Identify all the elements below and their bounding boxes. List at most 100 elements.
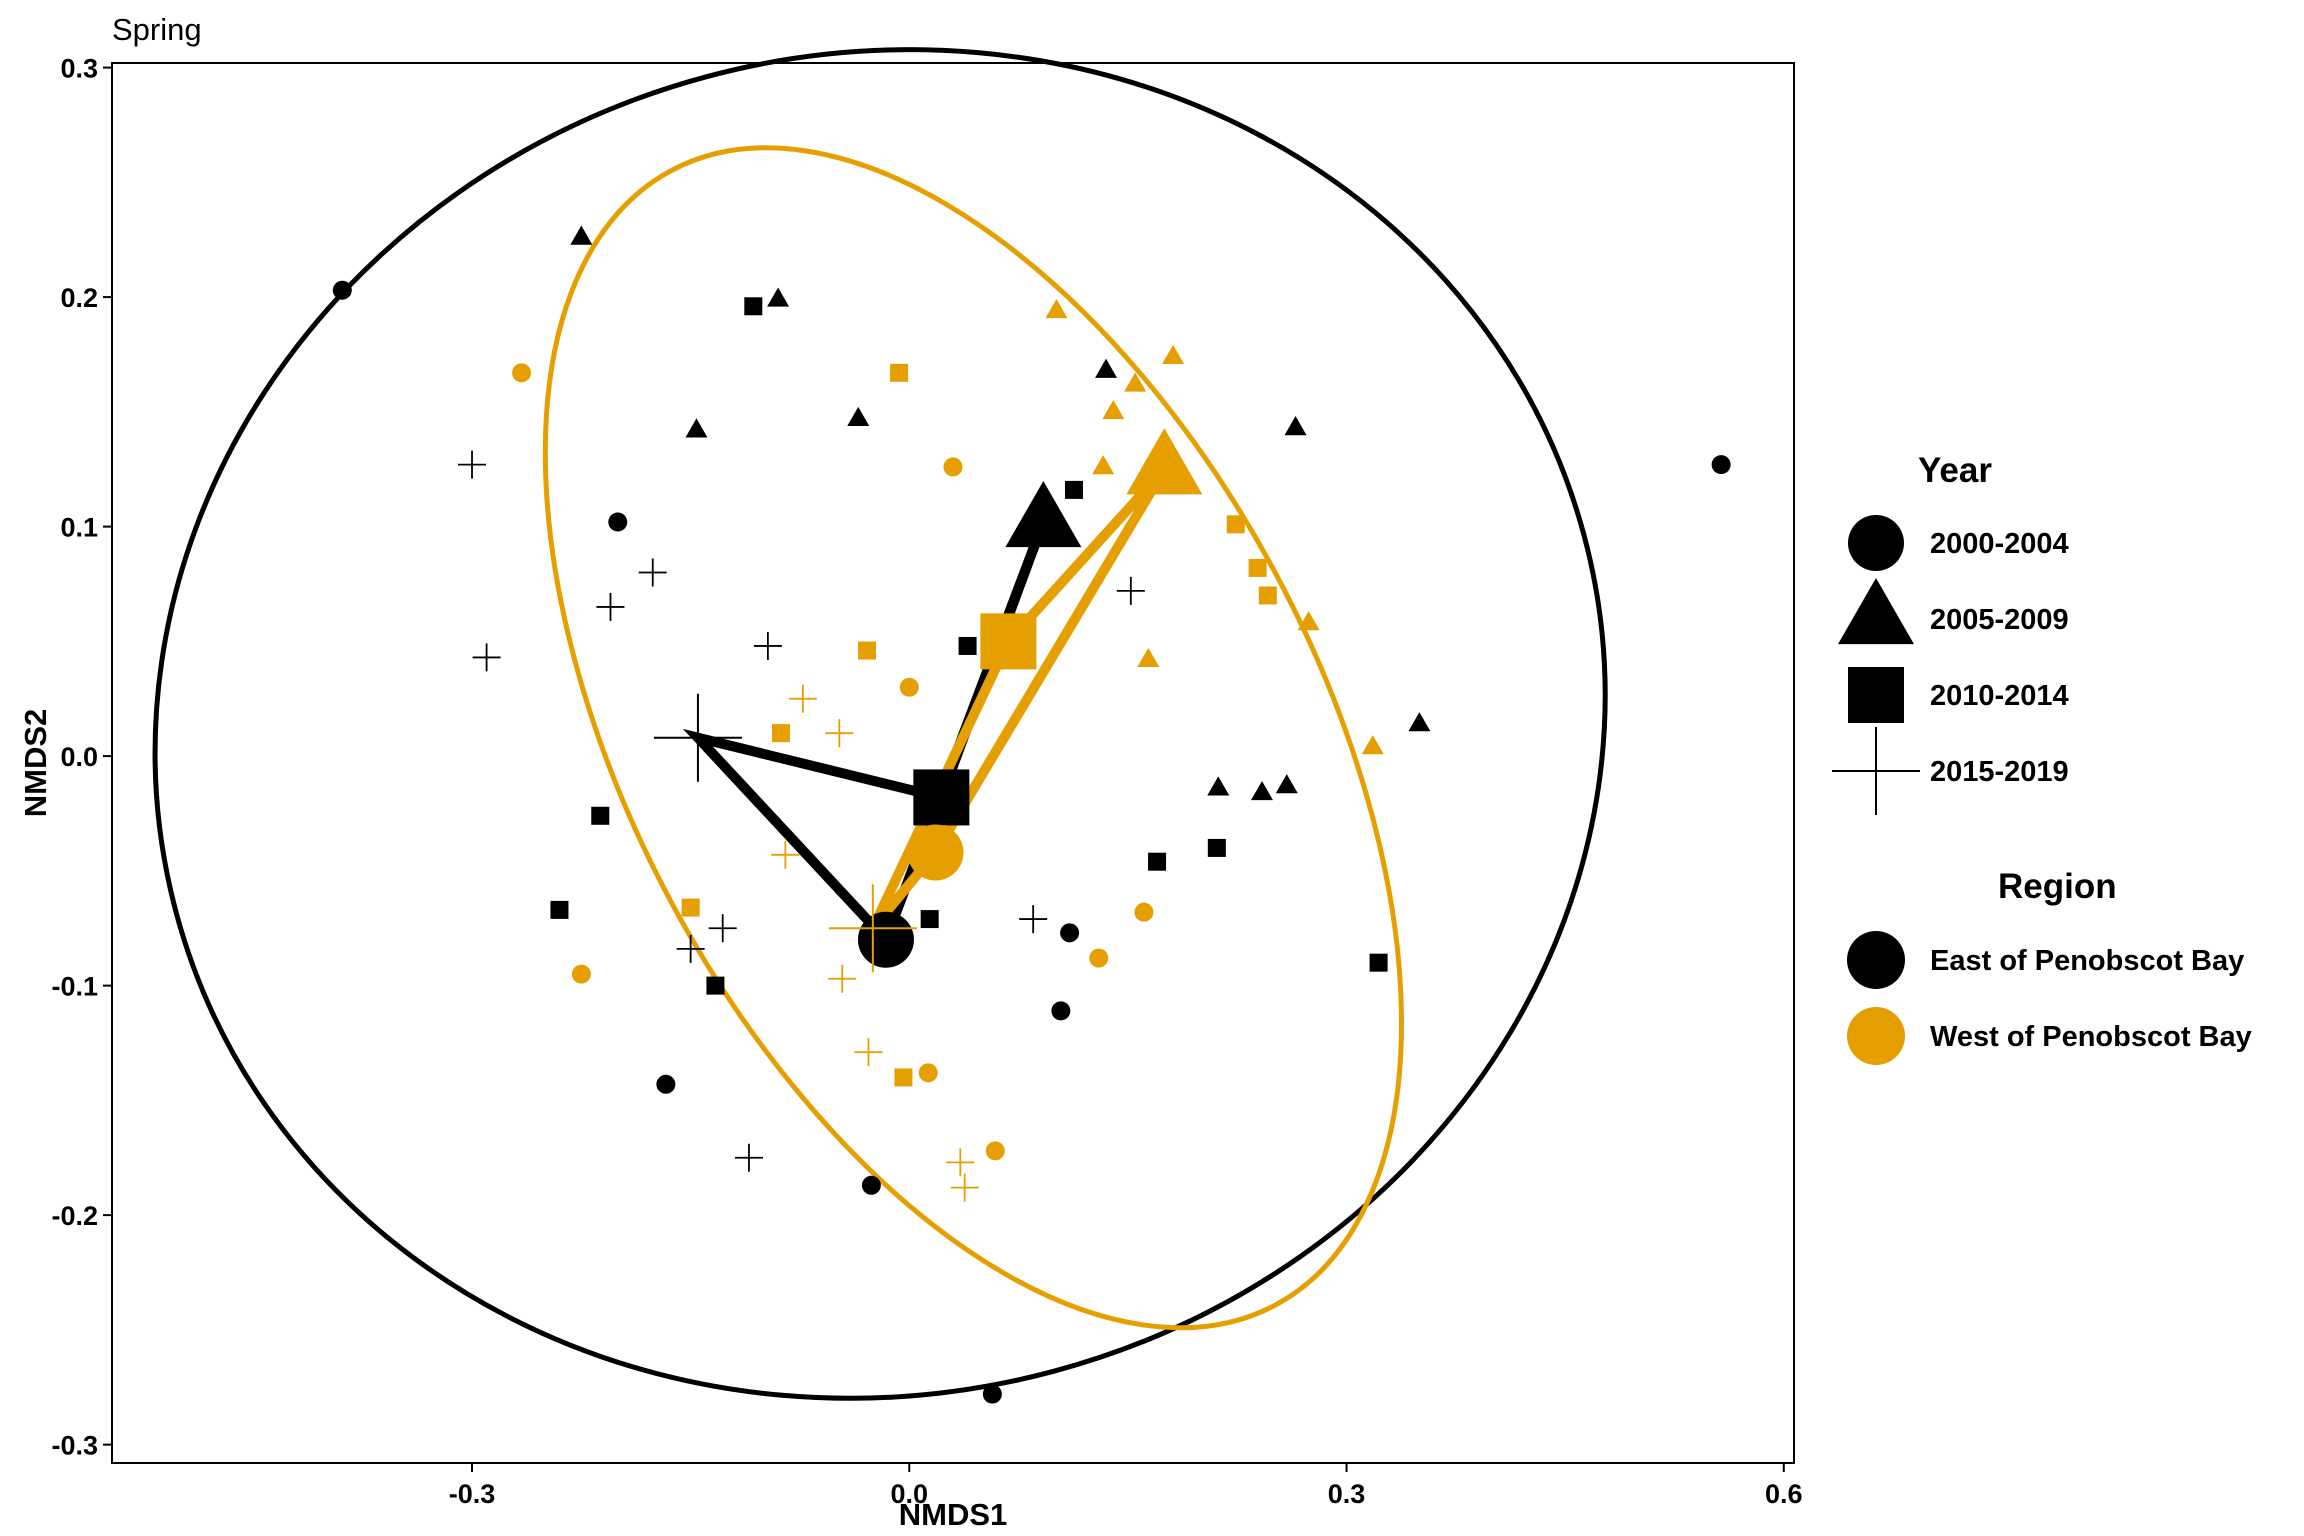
- data-point-square: [550, 900, 569, 919]
- data-point-triangle: [1297, 611, 1320, 631]
- data-point-plus: [854, 1038, 883, 1067]
- data-point-square: [744, 297, 763, 316]
- legend-label-region: East of Penobscot Bay: [1930, 945, 2244, 977]
- data-point-triangle: [1092, 455, 1115, 475]
- data-point-circle: [982, 1384, 1002, 1404]
- data-point-circle: [985, 1141, 1005, 1161]
- data-point-triangle: [1408, 712, 1431, 732]
- data-point-circle: [943, 457, 963, 477]
- y-tick-label: 0.1: [60, 513, 98, 543]
- y-tick-label: -0.3: [51, 1431, 98, 1461]
- centroid-markers: [653, 428, 1203, 973]
- y-axis-title: NMDS2: [18, 709, 53, 818]
- data-points: [332, 225, 1731, 1404]
- x-tick-label: 0.0: [891, 1479, 929, 1509]
- data-point-circle: [899, 677, 919, 697]
- data-point-circle: [1051, 1001, 1071, 1021]
- data-point-circle: [918, 1063, 938, 1083]
- chart-title: Spring: [112, 12, 202, 47]
- data-point-square: [1148, 852, 1167, 871]
- data-point-triangle: [1207, 776, 1230, 796]
- data-point-circle: [1060, 923, 1080, 943]
- data-point-square: [894, 1068, 913, 1087]
- data-point-plus: [828, 964, 857, 993]
- data-point-circle: [1134, 902, 1154, 922]
- centroid-triangle: [1126, 428, 1203, 495]
- data-point-plus: [753, 631, 782, 660]
- data-point-square: [1369, 953, 1388, 972]
- data-point-circle: [656, 1074, 676, 1094]
- y-tick-label: -0.1: [51, 972, 98, 1002]
- legend-key-region: [1847, 931, 1905, 989]
- data-point-square: [858, 641, 877, 660]
- centroid-plus: [653, 693, 742, 782]
- data-point-square: [772, 724, 791, 743]
- data-point-triangle: [1124, 372, 1147, 392]
- plot-panel-border: [111, 62, 1795, 1464]
- data-point-circle: [332, 280, 352, 300]
- data-point-square: [1064, 480, 1083, 499]
- data-point-triangle: [847, 406, 870, 427]
- y-tick-label: 0.2: [60, 283, 98, 313]
- data-point-plus: [638, 558, 667, 587]
- legend-title-year: Year: [1918, 451, 1992, 490]
- data-point-square: [706, 976, 725, 995]
- axes: -0.3 0.0 0.3 0.6 -0.3 -0.2 -0.1 0.0 0.1 0.2 0.3: [51, 54, 1802, 1509]
- data-point-plus: [950, 1173, 979, 1202]
- centroid-triangle: [1005, 481, 1082, 548]
- legend: Year 2000-2004 2005-2009 2010-2014 2015-2019…: [1832, 451, 2252, 1065]
- data-point-square: [890, 363, 909, 382]
- data-point-plus: [1116, 576, 1145, 605]
- centroid-circle: [907, 824, 964, 881]
- legend-key-region: [1847, 1007, 1905, 1065]
- legend-label-year: 2010-2014: [1930, 680, 2069, 712]
- data-point-plus: [1019, 905, 1048, 934]
- legend-key-triangle: [1838, 578, 1914, 645]
- data-point-triangle: [1162, 344, 1185, 365]
- centroid-plus: [828, 884, 917, 973]
- data-point-circle: [512, 363, 532, 383]
- data-point-square: [1248, 558, 1267, 577]
- ellipse-west: [542, 145, 1404, 1331]
- legend-title-region: Region: [1998, 867, 2117, 906]
- data-point-square: [958, 636, 977, 655]
- x-tick-label: 0.3: [1328, 1479, 1366, 1509]
- data-point-plus: [458, 450, 487, 479]
- centroid-square: [913, 769, 970, 826]
- centroid-path-east: [682, 520, 1049, 950]
- data-point-circle: [571, 964, 591, 984]
- legend-key-circle: [1848, 515, 1904, 571]
- data-point-plus: [734, 1143, 763, 1172]
- data-point-plus: [708, 914, 737, 943]
- legend-label-region: West of Penobscot Bay: [1930, 1021, 2252, 1053]
- confidence-ellipses: [152, 47, 1608, 1401]
- data-point-triangle: [1095, 358, 1118, 378]
- data-point-square: [920, 910, 939, 929]
- data-point-plus: [946, 1148, 975, 1177]
- data-point-square: [591, 806, 610, 825]
- legend-label-year: 2015-2019: [1930, 756, 2069, 788]
- data-point-triangle: [1045, 299, 1068, 319]
- data-point-plus: [676, 934, 705, 963]
- data-point-triangle: [1137, 647, 1160, 667]
- ellipse-east: [152, 47, 1608, 1401]
- data-point-triangle: [685, 418, 708, 438]
- data-point-triangle: [1102, 399, 1125, 420]
- x-axis-title: NMDS1: [899, 1497, 1008, 1532]
- y-tick-label: 0.0: [60, 742, 98, 772]
- data-point-circle: [1089, 948, 1109, 968]
- legend-label-year: 2005-2009: [1930, 604, 2069, 636]
- legend-key-plus: [1832, 727, 1920, 815]
- data-point-circle: [861, 1175, 881, 1195]
- data-point-circle: [1711, 455, 1731, 475]
- data-point-plus: [596, 592, 625, 621]
- data-point-triangle: [1275, 774, 1298, 794]
- legend-key-square: [1848, 667, 1904, 723]
- data-point-triangle: [1361, 735, 1384, 755]
- legend-label-year: 2000-2004: [1930, 528, 2069, 560]
- data-point-square: [1207, 838, 1226, 857]
- data-point-triangle: [1250, 780, 1273, 801]
- data-point-square: [681, 898, 700, 917]
- data-point-square: [1258, 586, 1277, 605]
